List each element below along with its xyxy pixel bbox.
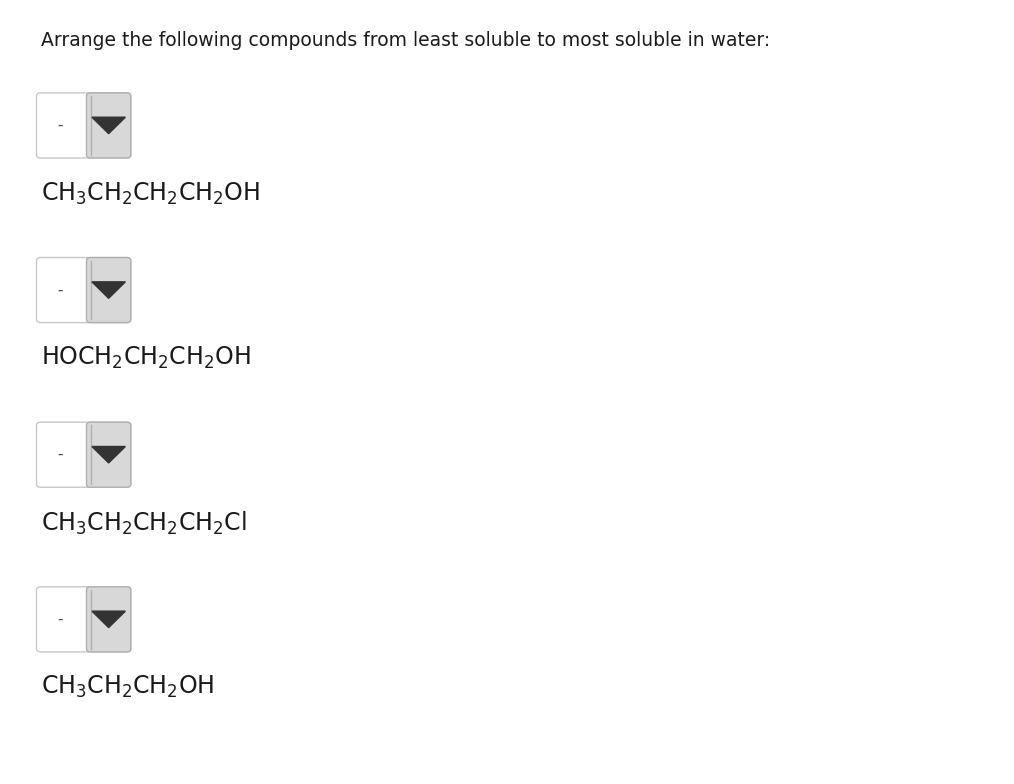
FancyBboxPatch shape (37, 586, 131, 652)
Text: -: - (57, 612, 62, 627)
Polygon shape (92, 118, 126, 134)
FancyBboxPatch shape (37, 422, 131, 487)
FancyBboxPatch shape (86, 257, 131, 323)
FancyBboxPatch shape (86, 586, 131, 652)
FancyBboxPatch shape (37, 93, 131, 158)
Polygon shape (92, 612, 126, 627)
Text: CH$_3$CH$_2$CH$_2$CH$_2$Cl: CH$_3$CH$_2$CH$_2$CH$_2$Cl (41, 510, 246, 537)
Text: Arrange the following compounds from least soluble to most soluble in water:: Arrange the following compounds from lea… (41, 31, 770, 50)
Text: -: - (57, 282, 62, 298)
Text: -: - (57, 118, 62, 133)
Text: CH$_3$CH$_2$CH$_2$CH$_2$OH: CH$_3$CH$_2$CH$_2$CH$_2$OH (41, 180, 260, 206)
FancyBboxPatch shape (86, 422, 131, 487)
Text: -: - (57, 447, 62, 463)
FancyBboxPatch shape (86, 93, 131, 158)
Polygon shape (92, 447, 126, 463)
Text: HOCH$_2$CH$_2$CH$_2$OH: HOCH$_2$CH$_2$CH$_2$OH (41, 345, 250, 371)
Polygon shape (92, 282, 126, 298)
Text: CH$_3$CH$_2$CH$_2$OH: CH$_3$CH$_2$CH$_2$OH (41, 674, 214, 700)
FancyBboxPatch shape (37, 257, 131, 323)
